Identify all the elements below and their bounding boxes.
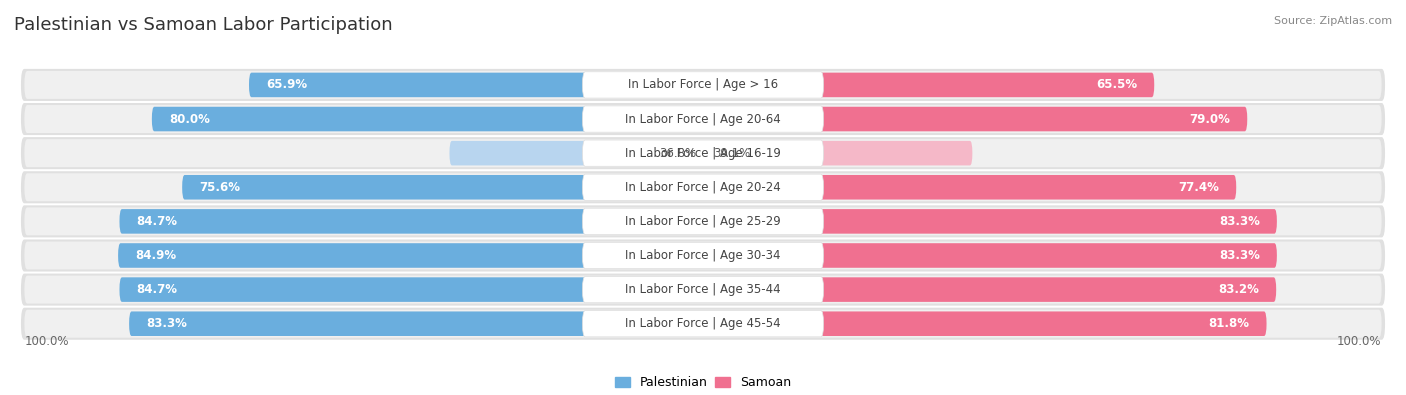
Text: 36.8%: 36.8% [659,147,696,160]
Text: 83.3%: 83.3% [146,317,187,330]
FancyBboxPatch shape [120,277,703,302]
FancyBboxPatch shape [249,73,703,97]
Text: 80.0%: 80.0% [169,113,209,126]
FancyBboxPatch shape [582,276,824,303]
FancyBboxPatch shape [129,311,703,336]
Text: In Labor Force | Age 20-64: In Labor Force | Age 20-64 [626,113,780,126]
FancyBboxPatch shape [582,310,824,337]
Text: Palestinian vs Samoan Labor Participation: Palestinian vs Samoan Labor Participatio… [14,16,392,34]
Text: In Labor Force | Age > 16: In Labor Force | Age > 16 [628,79,778,91]
Text: In Labor Force | Age 35-44: In Labor Force | Age 35-44 [626,283,780,296]
FancyBboxPatch shape [24,241,1382,269]
Text: 83.2%: 83.2% [1218,283,1258,296]
FancyBboxPatch shape [21,274,1385,306]
FancyBboxPatch shape [24,105,1382,133]
Text: 39.1%: 39.1% [713,147,751,160]
FancyBboxPatch shape [703,277,1277,302]
FancyBboxPatch shape [21,308,1385,340]
Text: In Labor Force | Age 20-24: In Labor Force | Age 20-24 [626,181,780,194]
Text: 84.9%: 84.9% [135,249,176,262]
Text: 83.3%: 83.3% [1219,249,1260,262]
Text: In Labor Force | Age 16-19: In Labor Force | Age 16-19 [626,147,780,160]
FancyBboxPatch shape [703,107,1247,131]
FancyBboxPatch shape [582,140,824,166]
Text: In Labor Force | Age 25-29: In Labor Force | Age 25-29 [626,215,780,228]
FancyBboxPatch shape [118,243,703,268]
FancyBboxPatch shape [24,139,1382,167]
FancyBboxPatch shape [703,175,1236,199]
FancyBboxPatch shape [582,243,824,269]
Text: 77.4%: 77.4% [1178,181,1219,194]
Text: 75.6%: 75.6% [200,181,240,194]
Text: 100.0%: 100.0% [24,335,69,348]
Text: In Labor Force | Age 30-34: In Labor Force | Age 30-34 [626,249,780,262]
FancyBboxPatch shape [21,69,1385,101]
FancyBboxPatch shape [21,137,1385,169]
Text: 100.0%: 100.0% [1337,335,1382,348]
Legend: Palestinian, Samoan: Palestinian, Samoan [614,376,792,389]
Text: 65.5%: 65.5% [1095,79,1137,91]
FancyBboxPatch shape [582,208,824,235]
FancyBboxPatch shape [703,311,1267,336]
FancyBboxPatch shape [703,243,1277,268]
FancyBboxPatch shape [24,173,1382,201]
FancyBboxPatch shape [21,205,1385,237]
FancyBboxPatch shape [21,239,1385,271]
FancyBboxPatch shape [582,72,824,98]
FancyBboxPatch shape [24,276,1382,304]
FancyBboxPatch shape [582,174,824,200]
FancyBboxPatch shape [703,73,1154,97]
Text: 83.3%: 83.3% [1219,215,1260,228]
FancyBboxPatch shape [703,141,973,166]
FancyBboxPatch shape [183,175,703,199]
Text: 65.9%: 65.9% [266,79,308,91]
Text: Source: ZipAtlas.com: Source: ZipAtlas.com [1274,16,1392,26]
Text: 81.8%: 81.8% [1208,317,1250,330]
FancyBboxPatch shape [120,209,703,234]
Text: 79.0%: 79.0% [1189,113,1230,126]
FancyBboxPatch shape [21,103,1385,135]
FancyBboxPatch shape [152,107,703,131]
Text: In Labor Force | Age 45-54: In Labor Force | Age 45-54 [626,317,780,330]
FancyBboxPatch shape [24,207,1382,235]
FancyBboxPatch shape [582,106,824,132]
Text: 84.7%: 84.7% [136,283,177,296]
Text: 84.7%: 84.7% [136,215,177,228]
FancyBboxPatch shape [21,171,1385,203]
FancyBboxPatch shape [24,310,1382,338]
FancyBboxPatch shape [450,141,703,166]
FancyBboxPatch shape [703,209,1277,234]
FancyBboxPatch shape [24,71,1382,99]
